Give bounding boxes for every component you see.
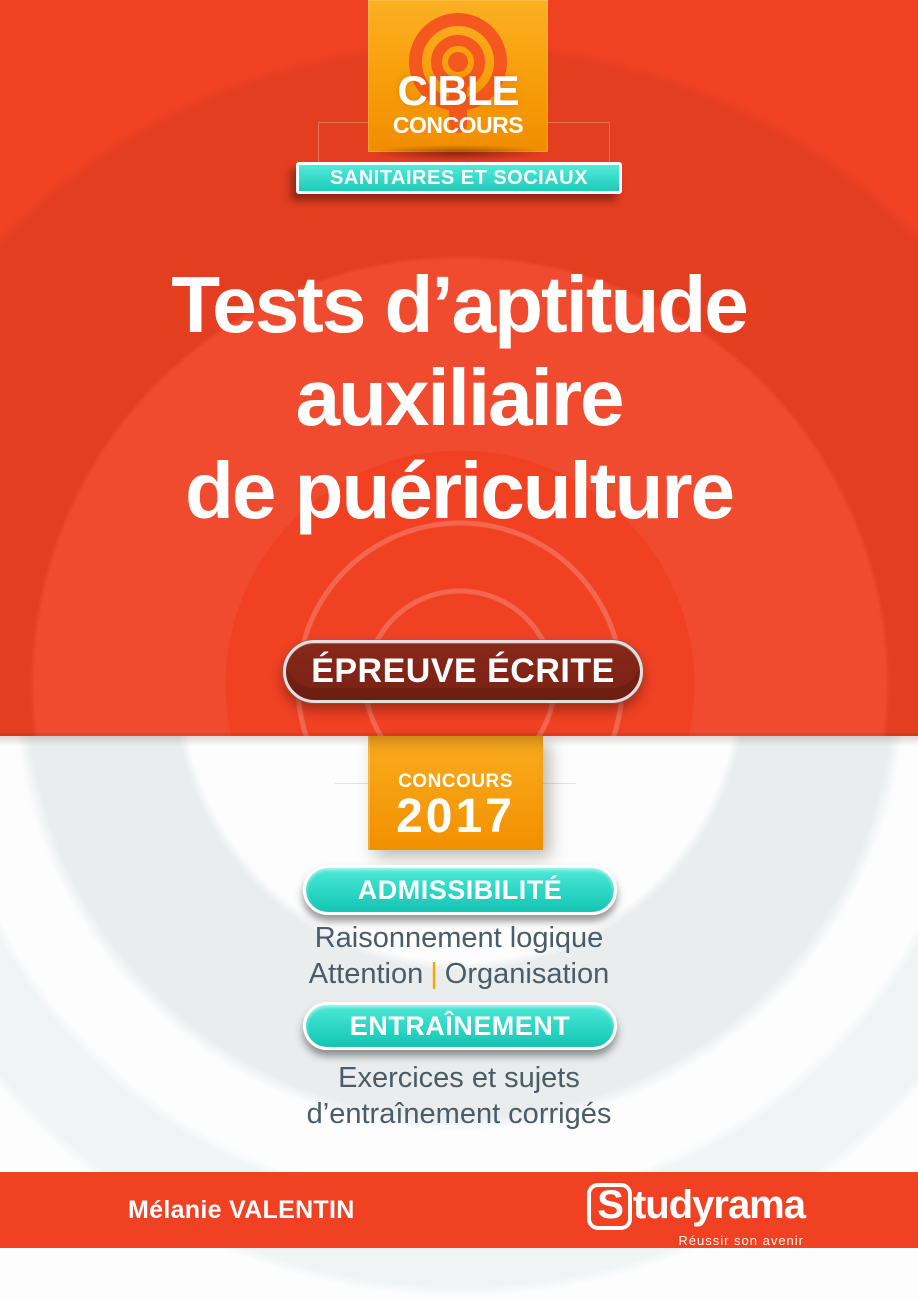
collection-badge: CIBLE CONCOURS	[368, 0, 548, 161]
entrainement-topic-line-2: d’entraînement corrigés	[306, 1098, 612, 1130]
concours-year-tab: CONCOURS 2017	[368, 736, 543, 850]
title-line-1: Tests d’aptitude	[171, 260, 748, 349]
epreuve-ecrite-badge: ÉPREUVE ÉCRITE	[283, 640, 643, 703]
admissibilite-topic-line-1: Raisonnement logique	[314, 922, 604, 954]
concours-label: CONCOURS	[398, 771, 513, 792]
collection-subname: CONCOURS	[392, 112, 524, 138]
studyrama-wordmark-rest: tudyrama	[632, 1183, 806, 1227]
studyrama-tagline: Réussir son avenir	[678, 1233, 804, 1248]
title-line-2: auxiliaire	[295, 353, 625, 442]
book-title: Tests d’aptitude auxiliaire de puéricult…	[0, 258, 918, 537]
series-banner: SANITAIRES ET SOCIAUX	[296, 162, 622, 194]
entrainement-badge: ENTRAÎNEMENT	[303, 1002, 617, 1050]
author-name: Mélanie VALENTIN	[128, 1195, 355, 1224]
studyrama-s-mark: S	[587, 1183, 632, 1230]
target-icon	[409, 13, 507, 133]
admissibilite-badge: ADMISSIBILITÉ	[303, 865, 617, 915]
topic-attention: Attention	[308, 958, 424, 990]
entrainement-topics: Exercices et sujets d’entraînement corri…	[0, 1060, 918, 1132]
topic-organisation: Organisation	[444, 958, 610, 990]
entrainement-topic-line-1: Exercices et sujets	[338, 1062, 580, 1094]
topic-separator: |	[430, 958, 438, 990]
badge-drop-shadow	[372, 145, 544, 161]
decorative-line-right	[543, 783, 576, 784]
decorative-line-left	[335, 783, 368, 784]
title-line-3: de puériculture	[185, 446, 735, 535]
admissibilite-topic-line-2: Attention | Organisation	[0, 956, 918, 992]
collection-name: CIBLE	[397, 67, 520, 114]
concours-year: 2017	[396, 790, 515, 843]
admissibilite-topics: Raisonnement logique Attention | Organisat…	[0, 920, 918, 992]
